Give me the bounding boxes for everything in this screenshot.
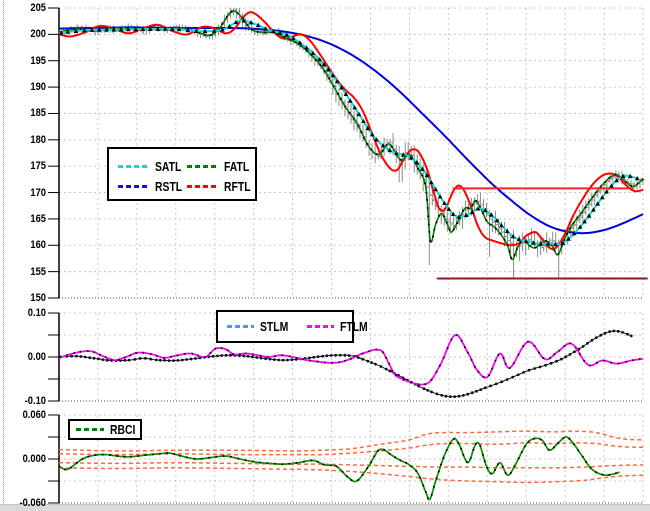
ftlm-legend-swatch-icon <box>307 325 335 328</box>
rbci-legend-swatch-icon <box>76 428 104 431</box>
rstl-legend-swatch-icon <box>118 184 149 188</box>
legend-label-rstl: RSTL <box>155 178 183 194</box>
window-left-border <box>3 0 4 505</box>
rftl-legend-swatch-icon <box>186 184 218 188</box>
fatl-legend-swatch-icon <box>186 164 218 168</box>
legend-label-fatl: FATL <box>223 158 249 174</box>
legend-rbci: RBCI <box>68 419 142 440</box>
legend-main: SATL FATL RSTL RFTL <box>107 147 257 201</box>
legend-label-rftl: RFTL <box>223 178 251 194</box>
window-bottom-edge <box>0 504 650 511</box>
legend-oscillator: STLM FTLM <box>216 310 368 343</box>
stlm-legend-swatch-icon <box>227 325 254 328</box>
legend-label-stlm: STLM <box>260 319 289 334</box>
satl-legend-swatch-icon <box>118 164 149 168</box>
legend-label-ftlm: FTLM <box>340 319 369 334</box>
legend-label-rbci: RBCI <box>110 422 136 437</box>
legend-label-satl: SATL <box>155 158 182 174</box>
